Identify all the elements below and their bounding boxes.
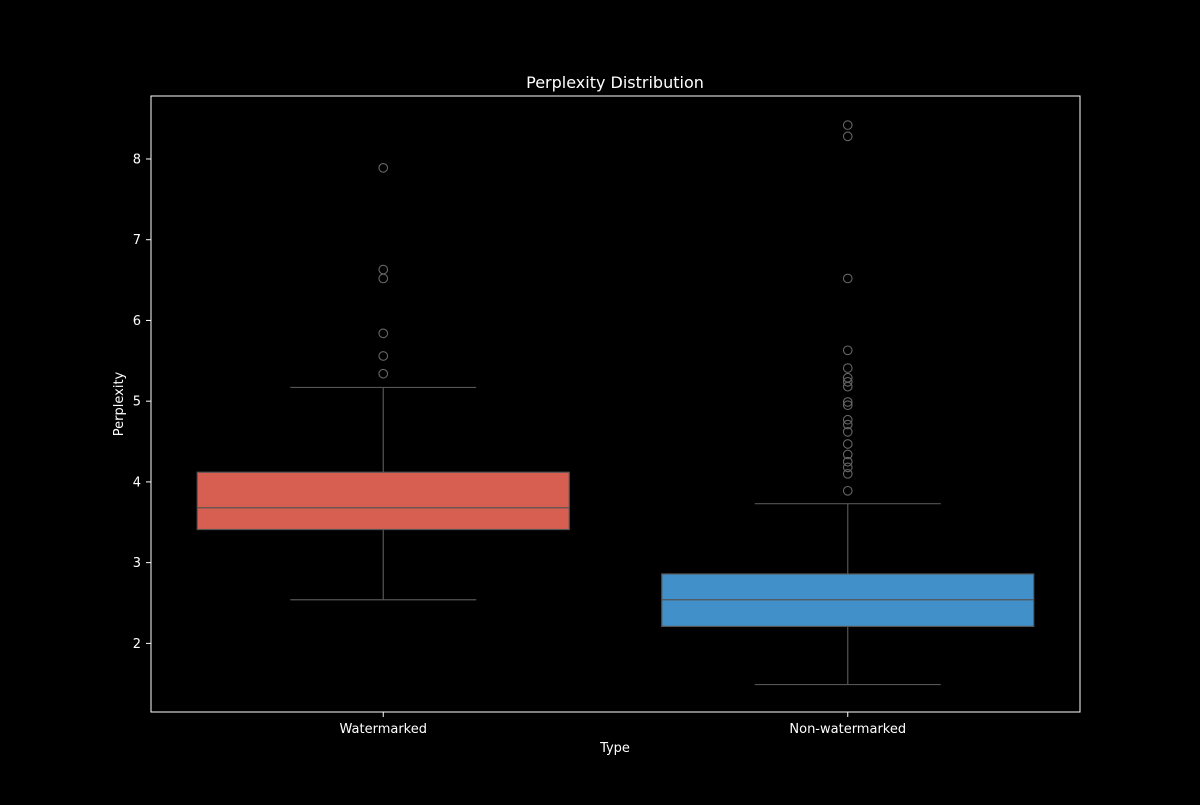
x-axis-label: Type — [599, 741, 630, 756]
outlier-point — [842, 376, 853, 387]
y-tick-label: 2 — [133, 637, 141, 652]
outlier-point — [378, 351, 389, 361]
outlier-point — [842, 485, 853, 496]
outlier-point — [378, 163, 389, 173]
outlier-point — [842, 400, 853, 411]
outlier-point — [842, 456, 853, 467]
outlier-point — [378, 264, 389, 275]
x-tick-label: Watermarked — [340, 722, 428, 737]
y-tick-label: 6 — [133, 314, 141, 329]
outlier-point — [842, 131, 853, 142]
outlier-point — [842, 414, 853, 425]
outlier-point — [842, 468, 853, 479]
outlier-point — [842, 419, 853, 430]
outlier-point — [842, 273, 853, 284]
axes-frame — [150, 95, 1081, 713]
outlier-point — [378, 328, 389, 339]
outlier-point — [842, 363, 853, 373]
outlier-point — [842, 397, 853, 407]
y-tick-label: 5 — [133, 395, 141, 410]
chart-title: Perplexity Distribution — [526, 73, 704, 92]
y-tick-label: 8 — [133, 152, 141, 167]
outlier-point — [842, 345, 853, 356]
y-tick-label: 4 — [133, 475, 141, 490]
outlier-point — [842, 427, 853, 437]
outlier-point — [378, 273, 389, 284]
outlier-point — [378, 368, 389, 379]
y-axis-label: Perplexity — [112, 371, 127, 436]
x-tick-label: Non-watermarked — [789, 722, 906, 737]
plot-area: 2 3 4 5 6 7 8 Watermarked Non-watermarked — [133, 95, 1081, 737]
outlier-point — [842, 462, 853, 473]
outlier-point — [842, 439, 853, 449]
outlier-point — [842, 372, 853, 383]
outlier-point — [842, 120, 853, 130]
box-iqr — [196, 471, 570, 531]
outlier-point — [842, 449, 853, 460]
y-tick-label: 3 — [133, 556, 141, 571]
y-tick-label: 7 — [133, 233, 141, 248]
